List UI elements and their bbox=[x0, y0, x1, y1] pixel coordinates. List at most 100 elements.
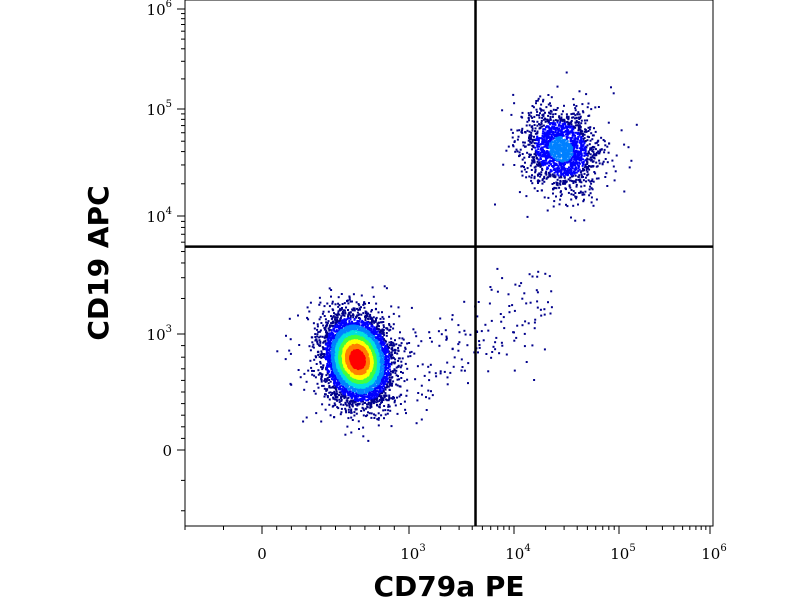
event-dot bbox=[581, 144, 584, 147]
event-dot bbox=[333, 383, 336, 386]
event-dot bbox=[575, 137, 578, 140]
event-dot bbox=[421, 363, 424, 366]
event-dot bbox=[341, 312, 344, 315]
event-dot bbox=[536, 99, 539, 102]
event-dot bbox=[368, 322, 371, 325]
event-dot bbox=[325, 389, 328, 392]
event-dot bbox=[313, 374, 316, 377]
event-dot bbox=[494, 341, 497, 344]
event-dot bbox=[567, 118, 570, 121]
event-dot bbox=[321, 373, 324, 376]
event-dot bbox=[392, 380, 395, 383]
event-dot bbox=[547, 196, 550, 199]
event-dot bbox=[395, 369, 398, 372]
event-dot bbox=[387, 346, 390, 348]
event-dot bbox=[364, 407, 367, 410]
event-dot bbox=[438, 344, 441, 347]
event-dot bbox=[344, 312, 347, 315]
event-dot bbox=[620, 129, 623, 132]
event-dot bbox=[315, 338, 318, 341]
event-dot bbox=[372, 400, 375, 403]
event-dot bbox=[379, 321, 382, 324]
event-dot bbox=[556, 107, 559, 109]
event-dot bbox=[357, 402, 360, 405]
event-dot bbox=[586, 157, 589, 160]
event-dot bbox=[334, 398, 337, 401]
event-dot bbox=[571, 153, 574, 156]
event-dot bbox=[593, 171, 596, 173]
event-dot bbox=[578, 90, 581, 93]
event-dot bbox=[387, 385, 390, 388]
event-dot bbox=[552, 119, 555, 122]
event-dot bbox=[338, 322, 341, 325]
event-dot bbox=[333, 386, 336, 389]
event-dot bbox=[379, 342, 382, 345]
event-dot bbox=[326, 372, 329, 375]
event-dot bbox=[554, 113, 557, 115]
event-dot bbox=[574, 195, 577, 198]
event-dot bbox=[339, 374, 341, 377]
event-dot bbox=[363, 385, 366, 388]
event-dot bbox=[545, 172, 548, 174]
event-dot bbox=[369, 313, 372, 316]
event-dot bbox=[375, 384, 378, 387]
event-dot bbox=[575, 116, 578, 119]
event-dot bbox=[575, 178, 578, 181]
event-dot bbox=[527, 117, 530, 120]
event-dot bbox=[392, 370, 394, 373]
event-dot bbox=[317, 351, 320, 354]
event-dot bbox=[452, 365, 455, 368]
event-dot bbox=[563, 170, 566, 173]
event-dot bbox=[318, 330, 321, 333]
event-dot bbox=[525, 361, 528, 363]
event-dot bbox=[379, 361, 382, 364]
event-dot bbox=[326, 322, 329, 324]
event-dot bbox=[534, 165, 537, 168]
event-dot bbox=[347, 315, 349, 318]
event-dot bbox=[308, 345, 311, 348]
event-dot bbox=[354, 391, 357, 394]
event-dot bbox=[570, 189, 573, 191]
event-dot bbox=[578, 132, 581, 135]
event-dot bbox=[550, 130, 553, 133]
event-dot bbox=[519, 148, 522, 151]
event-dot bbox=[589, 192, 592, 195]
event-dot bbox=[604, 176, 607, 178]
event-dot bbox=[539, 151, 542, 154]
event-dot bbox=[570, 113, 573, 116]
event-dot bbox=[530, 142, 533, 144]
event-dot bbox=[570, 158, 573, 161]
event-dot bbox=[543, 161, 546, 164]
event-dot bbox=[382, 317, 385, 320]
event-dot bbox=[330, 333, 333, 336]
event-dot bbox=[394, 372, 397, 375]
event-dot bbox=[578, 180, 581, 183]
event-dot bbox=[392, 323, 395, 326]
event-dot bbox=[393, 399, 396, 402]
event-dot bbox=[385, 398, 388, 401]
event-dot bbox=[328, 386, 331, 389]
event-dot bbox=[544, 152, 547, 155]
event-dot bbox=[371, 319, 373, 322]
event-dot bbox=[328, 332, 331, 335]
event-dot bbox=[485, 353, 488, 355]
event-dot bbox=[309, 349, 312, 352]
event-dot bbox=[523, 168, 526, 171]
event-dot bbox=[542, 100, 544, 103]
event-dot bbox=[363, 398, 366, 401]
event-dot bbox=[542, 161, 545, 164]
event-dot bbox=[572, 140, 574, 143]
event-dot bbox=[540, 171, 543, 174]
event-dot bbox=[560, 116, 563, 119]
event-dot bbox=[351, 300, 353, 303]
event-dot bbox=[595, 153, 597, 156]
event-dot bbox=[530, 115, 533, 118]
event-dot bbox=[521, 297, 524, 300]
event-dot bbox=[378, 339, 381, 342]
event-dot bbox=[628, 166, 631, 169]
event-dot bbox=[370, 325, 373, 328]
event-dot bbox=[548, 171, 551, 174]
event-dot bbox=[386, 412, 389, 415]
event-dot bbox=[537, 270, 540, 273]
event-dot bbox=[347, 396, 350, 399]
